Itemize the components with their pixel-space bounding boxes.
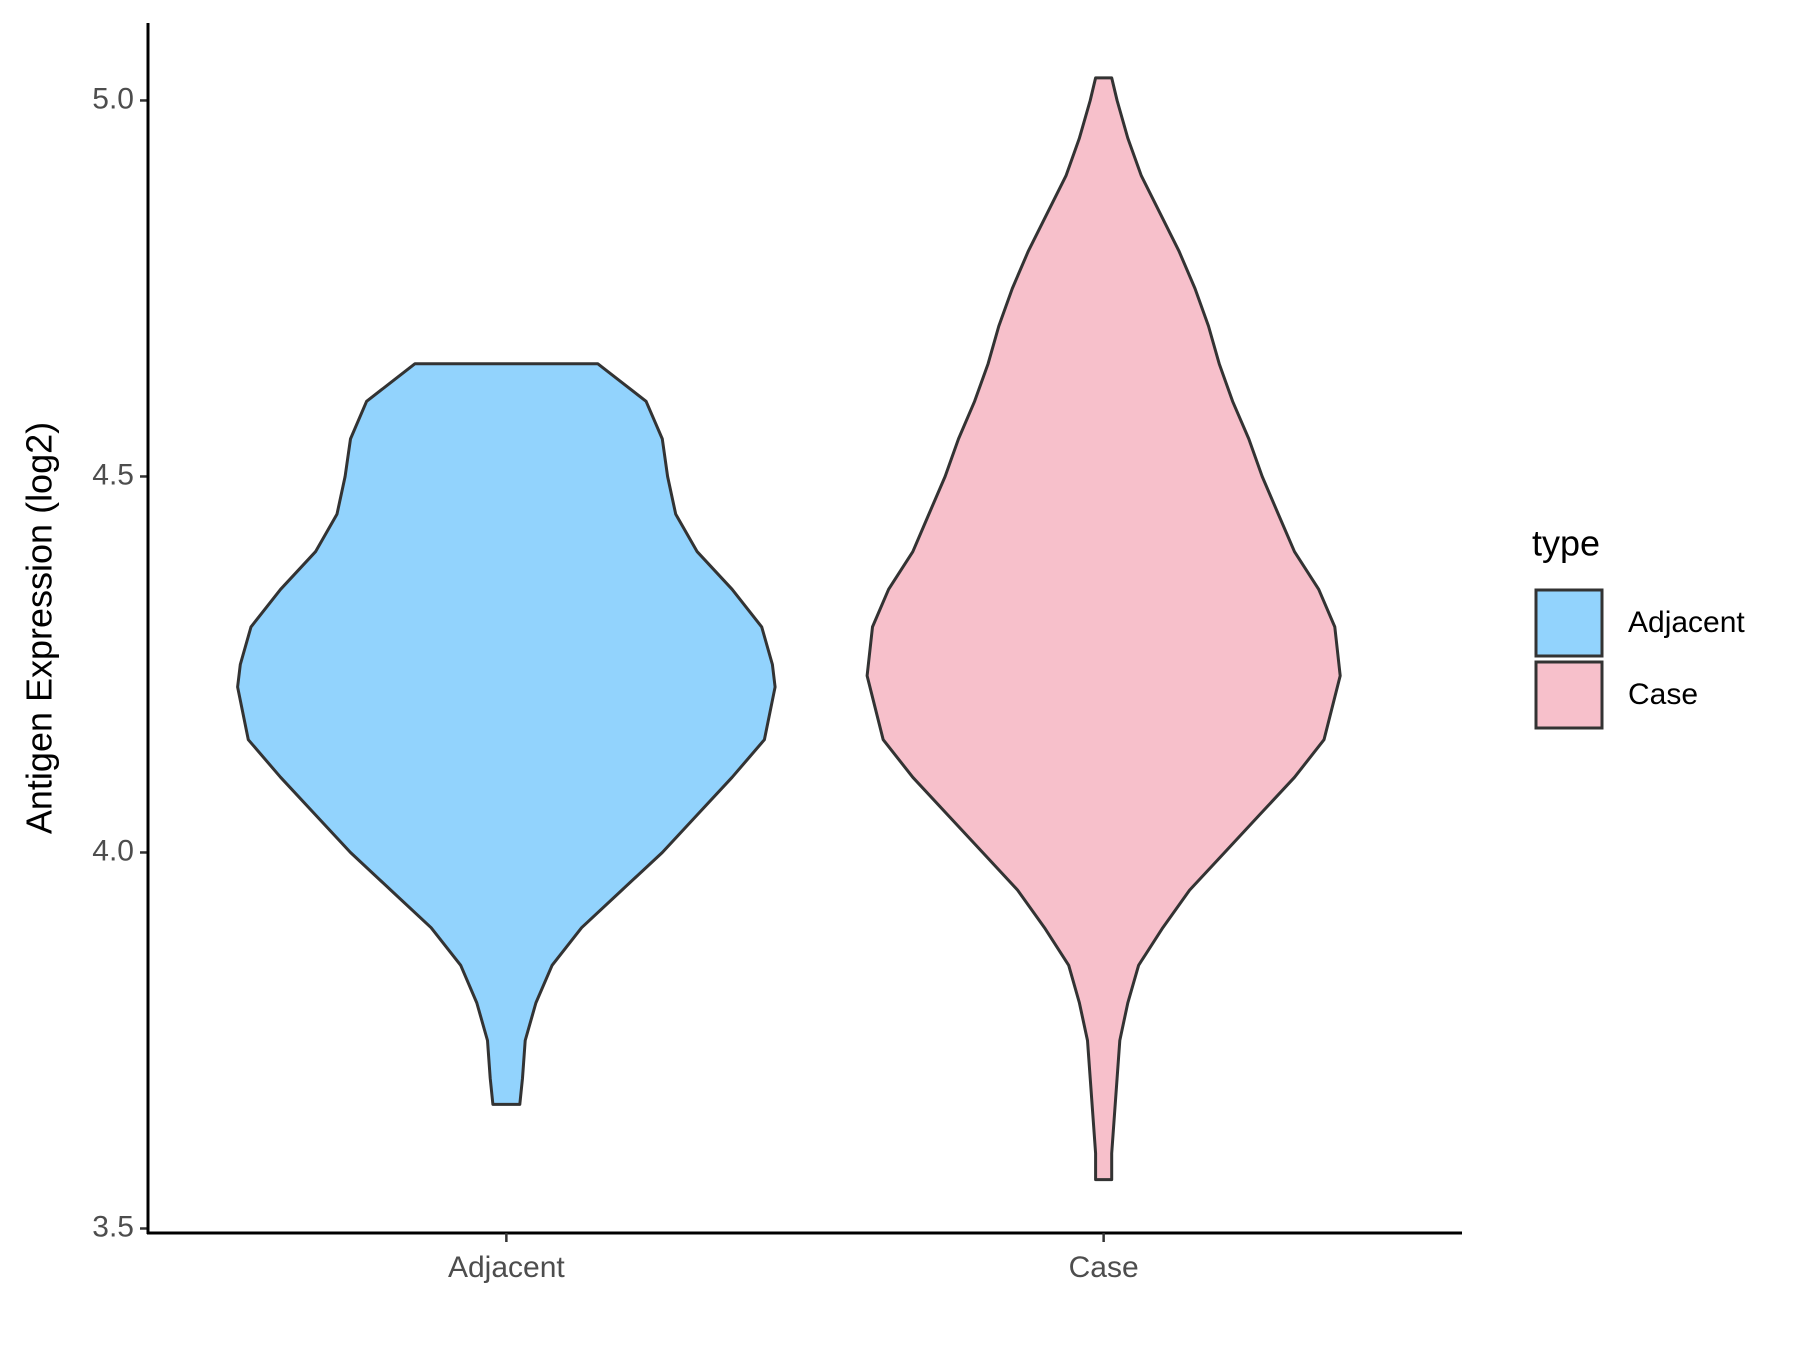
y-tick-label: 5.0 bbox=[92, 82, 134, 115]
x-tick-label: Case bbox=[1069, 1251, 1139, 1284]
violin bbox=[236, 362, 777, 1106]
y-tick-label: 3.5 bbox=[92, 1210, 134, 1243]
y-axis-title: Antigen Expression (log2) bbox=[19, 422, 60, 834]
y-tick-label: 4.0 bbox=[92, 834, 134, 867]
legend-key bbox=[1534, 660, 1604, 730]
legend-label: Adjacent bbox=[1628, 606, 1745, 639]
y-tick-label: 4.5 bbox=[92, 458, 134, 491]
x-tick-label: Adjacent bbox=[448, 1251, 565, 1284]
legend-key bbox=[1534, 588, 1604, 658]
violin bbox=[865, 76, 1342, 1182]
legend-label: Case bbox=[1628, 678, 1698, 711]
legend-title: type bbox=[1532, 523, 1600, 564]
